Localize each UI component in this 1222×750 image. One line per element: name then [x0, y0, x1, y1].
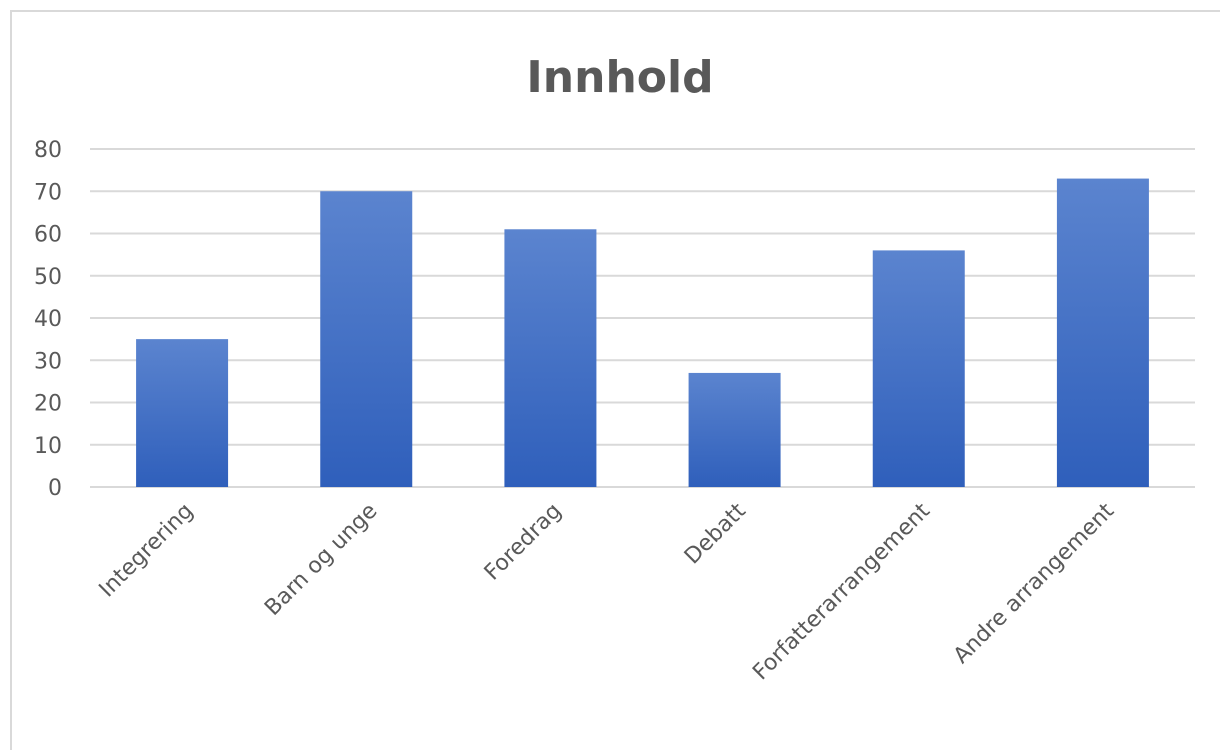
y-tick-label: 60 [34, 223, 62, 248]
y-tick-label: 80 [34, 138, 62, 163]
chart-title: Innhold [526, 52, 713, 103]
x-category-label: Foredrag [480, 499, 567, 586]
gridlines [90, 148, 1195, 488]
y-tick-label: 30 [34, 349, 62, 374]
y-tick-label: 10 [34, 434, 62, 459]
y-tick-label: 0 [48, 476, 62, 501]
x-category-label: Integrering [95, 499, 199, 603]
bar-andre-arrangement [1056, 178, 1149, 487]
y-tick-label: 50 [34, 265, 62, 290]
bar-integrering [136, 339, 229, 487]
bar-foredrag [504, 229, 597, 487]
x-category-label: Forfatterarrangement [748, 498, 935, 685]
x-category-label: Debatt [680, 498, 751, 569]
bar-forfatterarrangement [872, 250, 965, 487]
bars [136, 178, 1149, 487]
x-category-label: Barn og unge [260, 499, 382, 621]
x-category-label: Andre arrangement [949, 498, 1119, 668]
x-axis-categories: Integrering Barn og unge Foredrag DebattFor… [95, 498, 1120, 685]
y-axis-ticks: 0 10 20 30 40 50 60 70 80 [34, 138, 62, 501]
bar-debatt [688, 372, 781, 487]
bar-barn-og-unge [320, 191, 413, 487]
y-tick-label: 40 [34, 307, 62, 332]
y-tick-label: 20 [34, 392, 62, 417]
y-tick-label: 70 [34, 180, 62, 205]
